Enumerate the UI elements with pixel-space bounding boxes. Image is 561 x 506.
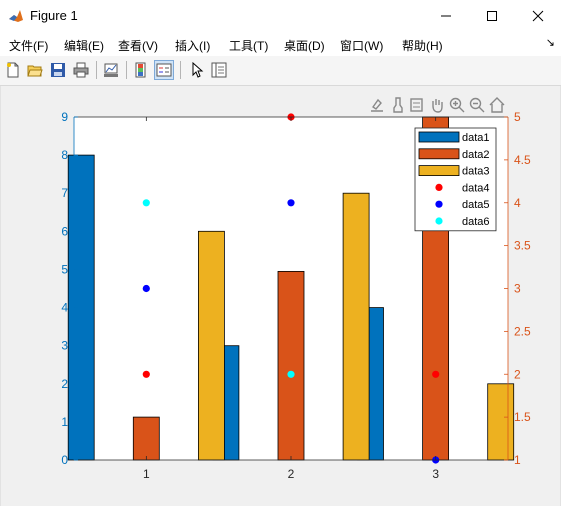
edit-plot-icon [192,62,204,78]
legend-marker-data6 [435,217,443,225]
right-y-tick-label: 2 [514,367,521,381]
toolbar-separator [126,61,127,79]
menu-tools[interactable]: 工具(T) [229,39,269,53]
bar-data3-1 [197,230,225,461]
legend-label-data6: data6 [462,216,490,228]
property-inspector-icon [211,62,227,78]
new-figure-icon [7,62,19,78]
left-y-tick-label: 0 [61,453,68,467]
figure-toolbar [0,56,561,86]
right-y-tick-label: 4.5 [514,153,531,167]
legend-marker-data5 [435,200,443,208]
insert-legend-button[interactable] [154,60,174,80]
matlab-logo-icon [8,8,24,24]
chart-axes: 0 1 2 3 4 5 6 7 8 9 1 1.5 2 2.5 3 3.5 4 4.5 5 1 2 3 [61,110,531,481]
close-button[interactable] [515,0,561,31]
print-button[interactable] [71,60,91,80]
link-plot-icon [104,63,118,77]
home-icon[interactable] [488,96,506,114]
legend-swatch-data2 [418,148,460,160]
close-icon [532,10,544,21]
maximize-button[interactable] [469,0,515,31]
bar-data2-1 [132,416,160,461]
right-y-tick-label: 3.5 [514,239,531,253]
toolbar-separator [96,61,97,79]
property-inspector-button[interactable] [209,60,229,80]
right-y-tick-label: 1.5 [514,410,531,424]
dock-arrow-icon[interactable]: ↘ [545,37,555,49]
point-data6-1 [142,199,150,207]
right-y-tick-label: 4 [514,196,521,210]
left-y-tick-label: 1 [61,415,68,429]
right-y-tick-label: 3 [514,282,521,296]
data-tips-icon[interactable] [408,96,426,114]
left-y-tick-label: 7 [61,186,68,200]
legend-swatch-data1 [418,131,460,143]
legend-label-data2: data2 [462,149,490,161]
point-data5-2 [287,199,295,207]
brush-icon[interactable] [389,96,407,114]
legend-label-data3: data3 [462,166,490,178]
right-y-tick-label: 5 [514,110,521,124]
save-icon [51,63,65,77]
right-y-tick-label: 2.5 [514,324,531,338]
legend-box [414,127,497,232]
point-data4-1 [142,370,150,378]
left-y-tick-label: 6 [61,224,68,238]
new-figure-button[interactable] [3,60,23,80]
edit-plot-button[interactable] [187,60,207,80]
menu-help[interactable]: 帮助(H) [402,39,443,53]
left-y-tick-label: 9 [61,110,68,124]
legend-swatch-data3 [418,165,460,177]
window-title: Figure 1 [30,8,78,23]
bar-data3-2 [342,192,370,461]
left-y-tick-label: 3 [61,339,68,353]
menu-window[interactable]: 窗口(W) [340,39,384,53]
insert-legend-icon [156,63,172,77]
point-data4-3 [432,370,440,378]
right-y-tick-label: 1 [514,453,521,467]
left-y-tick-label: 2 [61,377,68,391]
zoom-out-icon[interactable] [468,96,486,114]
left-y-tick-label: 8 [61,148,68,162]
open-file-icon [27,65,43,77]
insert-colorbar-button[interactable] [132,60,152,80]
print-icon [73,62,89,78]
point-data6-2 [287,370,295,378]
chart-marks [67,113,515,464]
bar-data3-3 [487,383,515,461]
menu-bar: 文件(F) 编辑(E) 查看(V) 插入(I) 工具(T) 桌面(D) 窗口(W… [0,32,561,56]
legend[interactable]: data1 data2 data3 data4 data5 data6 [414,127,497,232]
minimize-button[interactable] [423,0,469,31]
menu-insert[interactable]: 插入(I) [175,39,211,53]
save-button[interactable] [48,60,68,80]
x-tick-label: 2 [288,467,295,481]
x-tick-label: 3 [432,467,439,481]
menu-file[interactable]: 文件(F) [9,39,49,53]
minimize-icon [441,15,451,16]
open-file-button[interactable] [25,60,45,80]
legend-label-data4: data4 [462,182,490,194]
bar-data2-2 [277,270,305,461]
insert-colorbar-icon [135,62,146,78]
left-y-tick-label: 5 [61,262,68,276]
maximize-icon [487,10,497,21]
menu-desktop[interactable]: 桌面(D) [284,39,325,53]
menu-edit[interactable]: 编辑(E) [64,39,104,53]
zoom-in-icon[interactable] [448,96,466,114]
left-y-tick-label: 4 [61,301,68,315]
pan-icon[interactable] [428,96,446,114]
menu-view[interactable]: 查看(V) [118,39,158,53]
legend-label-data5: data5 [462,199,490,211]
link-plot-button[interactable] [101,60,121,80]
legend-label-data1: data1 [462,132,490,144]
export-icon[interactable] [368,96,386,114]
toolbar-separator [180,61,181,79]
point-data5-1 [142,284,150,293]
bar-data1-1 [67,154,95,461]
x-tick-label: 1 [143,467,150,481]
legend-marker-data4 [435,183,443,191]
